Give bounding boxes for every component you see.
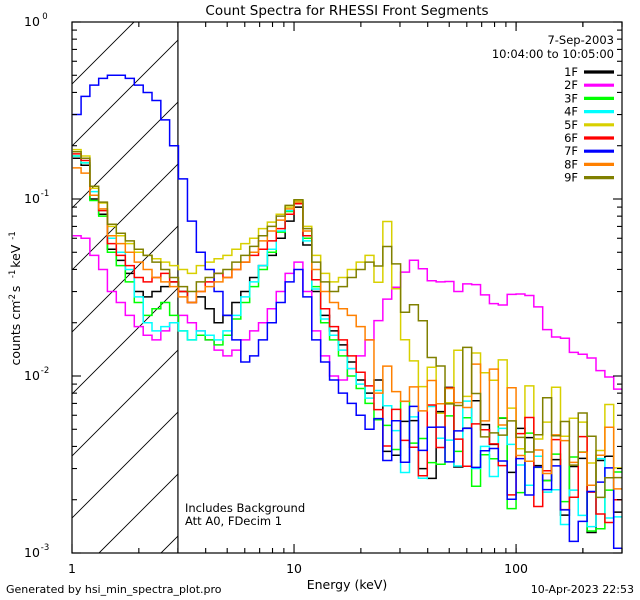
svg-text:s: s — [8, 286, 23, 293]
svg-text:0: 0 — [42, 12, 47, 22]
svg-text:-2: -2 — [8, 294, 18, 302]
x-tick-label: 10 — [286, 561, 302, 576]
axis-ticks — [71, 21, 623, 554]
svg-text:10: 10 — [24, 368, 40, 383]
observation-time-range: 10:04:00 to 10:05:00 — [492, 47, 614, 61]
footer-generator: Generated by hsi_min_spectra_plot.pro — [6, 583, 222, 596]
x-tick-label: 100 — [504, 561, 528, 576]
legend-label-8F: 8F — [564, 157, 578, 171]
svg-text:-3: -3 — [41, 543, 49, 553]
annotation-includes-background: Includes Background — [185, 501, 305, 515]
y-tick-label: 10 -1 — [24, 189, 49, 206]
footer-timestamp: 10-Apr-2023 22:53 — [531, 583, 634, 596]
legend-label-2F: 2F — [564, 78, 578, 92]
svg-text:-1: -1 — [41, 189, 49, 199]
y-axis-label: counts cm-2 s -1 keV -1 — [8, 231, 23, 365]
svg-text:-1: -1 — [8, 231, 18, 239]
trace-8F — [72, 167, 622, 490]
legend-label-6F: 6F — [564, 131, 578, 145]
svg-text:counts cm: counts cm — [8, 301, 23, 366]
annotation-attenuator: Att A0, FDecim 1 — [185, 514, 282, 528]
svg-text:10: 10 — [24, 191, 40, 206]
svg-text:keV: keV — [8, 244, 23, 267]
legend-label-3F: 3F — [564, 91, 578, 105]
svg-text:-1: -1 — [8, 270, 18, 278]
y-tick-label: 10 0 — [24, 12, 48, 29]
x-axis-label: Energy (keV) — [307, 577, 388, 592]
trace-5F — [72, 148, 622, 469]
legend-label-4F: 4F — [564, 105, 578, 119]
x-tick-label: 1 — [68, 561, 76, 576]
page-title: Count Spectra for RHESSI Front Segments — [205, 3, 488, 19]
y-tick-label: 10 -3 — [24, 543, 49, 560]
svg-text:10: 10 — [24, 14, 40, 29]
spectra-traces — [72, 74, 622, 550]
trace-9F — [72, 150, 622, 499]
y-tick-label: 10 -2 — [24, 366, 49, 383]
trace-4F — [72, 155, 622, 528]
axes-frame — [71, 21, 623, 554]
legend-label-1F: 1F — [564, 65, 578, 79]
legend-label-9F: 9F — [564, 171, 578, 185]
trace-6F — [72, 153, 622, 524]
svg-text:-2: -2 — [41, 366, 49, 376]
trace-7F — [72, 74, 622, 550]
observation-date: 7-Sep-2003 — [547, 33, 614, 47]
legend-label-7F: 7F — [564, 144, 578, 158]
legend-label-5F: 5F — [564, 118, 578, 132]
svg-text:10: 10 — [24, 545, 40, 560]
